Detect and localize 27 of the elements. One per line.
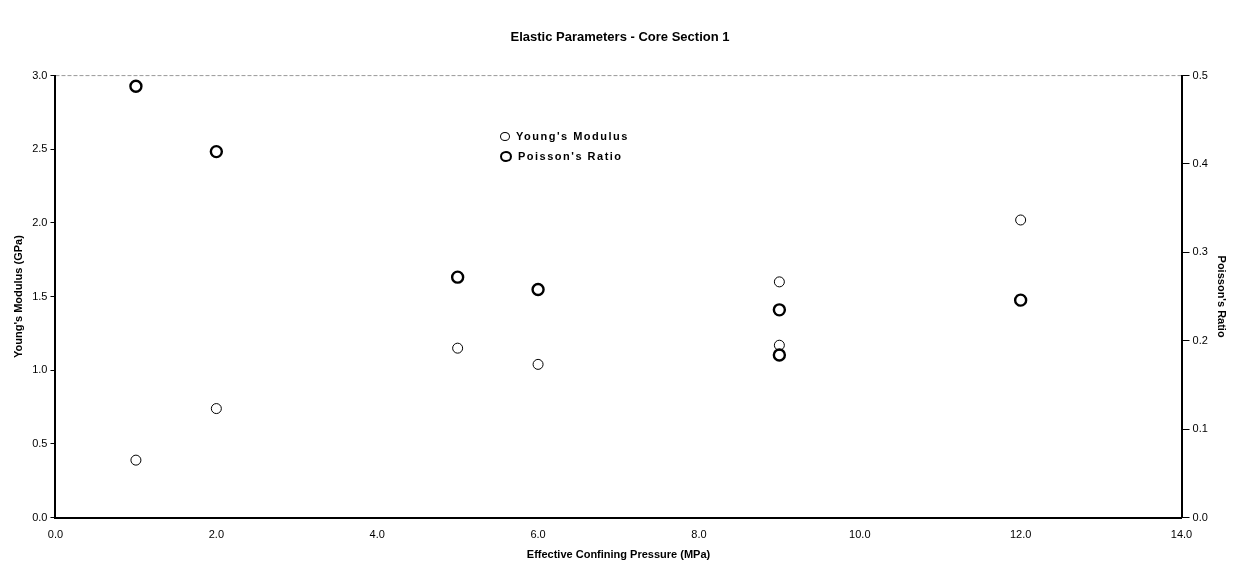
x-tick-label: 12.0	[1009, 528, 1032, 541]
y-tick-label: 2.5	[32, 142, 48, 155]
legend-label: Young's Modulus	[516, 130, 629, 142]
y2-tick-label: 0.2	[1192, 333, 1208, 346]
chart-title: Elastic Parameters - Core Section 1	[510, 29, 730, 45]
y-axis-title: Young's Modulus (GPa)	[11, 234, 24, 358]
y-tick-label: 0.5	[32, 436, 48, 449]
y2-tick-label: 0.3	[1192, 245, 1208, 258]
y2-tick-label: 0.4	[1192, 157, 1208, 170]
x-tick-label: 0.0	[47, 528, 64, 541]
x-tick-label: 4.0	[369, 528, 385, 541]
y-tick-label: 2.0	[32, 215, 48, 228]
x-tick-label: 6.0	[530, 528, 546, 541]
y2-tick-label: 0.5	[1192, 68, 1208, 81]
y2-tick-label: 0.0	[1192, 510, 1208, 523]
y2-axis-title: Poisson's Ratio	[1216, 255, 1229, 338]
x-tick-label: 8.0	[691, 528, 707, 541]
y-tick-label: 0.0	[32, 510, 48, 523]
x-axis-title: Effective Confining Pressure (MPa)	[526, 548, 711, 561]
x-tick-label: 2.0	[208, 528, 224, 541]
x-tick-label: 14.0	[1170, 528, 1193, 541]
y-tick-label: 3.0	[32, 68, 48, 81]
y-tick-label: 1.0	[32, 363, 48, 376]
x-tick-label: 10.0	[849, 528, 871, 541]
y2-tick-label: 0.1	[1192, 422, 1208, 435]
y-tick-label: 1.5	[32, 289, 48, 302]
legend-label: Poisson's Ratio	[518, 150, 623, 162]
